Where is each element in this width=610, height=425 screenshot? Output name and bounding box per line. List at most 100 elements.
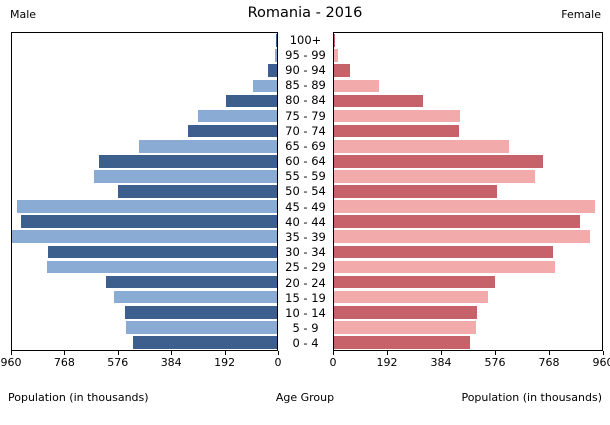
x-tick-mark: [224, 351, 226, 355]
male-bar-row: [12, 78, 277, 93]
male-bar: [12, 230, 277, 244]
age-group-label: 85 - 89: [285, 78, 326, 93]
female-bar: [334, 305, 478, 319]
female-bar-row: [334, 93, 602, 108]
female-bar: [334, 275, 496, 289]
male-side-label: Male: [10, 8, 37, 21]
male-bar: [126, 321, 277, 334]
female-bar-row: [334, 229, 602, 244]
female-bar-row: [334, 139, 602, 154]
x-tick-label: 0: [329, 356, 337, 369]
age-group-label: 100+: [289, 32, 322, 47]
male-bar-row: [12, 154, 277, 169]
male-bar: [197, 109, 277, 123]
age-group-label: 95 - 99: [285, 47, 326, 62]
x-tick-label: 768: [53, 356, 75, 369]
age-group-label: 70 - 74: [285, 123, 326, 138]
female-bar: [334, 79, 380, 93]
female-bar-row: [334, 259, 602, 274]
female-bar: [334, 64, 351, 78]
male-bar-row: [12, 108, 277, 123]
x-tick-label: 192: [376, 356, 398, 369]
male-bar: [275, 49, 277, 62]
female-axis-label: Population (in thousands): [461, 391, 602, 404]
male-bar-row: [12, 48, 277, 63]
male-bar: [268, 64, 277, 78]
female-bar-row: [334, 275, 602, 290]
x-tick-label: 192: [214, 356, 236, 369]
female-bar-row: [334, 244, 602, 259]
x-tick-mark: [549, 351, 550, 355]
male-bar-row: [12, 199, 277, 214]
female-bar: [334, 49, 338, 62]
age-group-axis-label: Age Group: [275, 391, 335, 404]
x-tick-mark: [333, 351, 334, 355]
male-bar-row: [12, 275, 277, 290]
age-group-labels-column: 100+ 95 - 99 90 - 94 85 - 89 80 - 84 75 - 79 7…: [278, 32, 333, 351]
x-tick-label: 576: [107, 356, 129, 369]
male-bar-row: [12, 93, 277, 108]
x-tick-mark: [603, 351, 604, 355]
female-bar-row: [334, 78, 602, 93]
male-bar-row: [12, 169, 277, 184]
male-x-axis-ticks: 960 768 576 384 192 0: [1, 351, 282, 375]
age-group-label: 75 - 79: [285, 108, 326, 123]
female-plot-area: [333, 32, 603, 351]
male-bar: [125, 305, 277, 319]
female-bar: [334, 215, 581, 228]
age-group-label: 5 - 9: [292, 321, 319, 336]
age-group-label: 60 - 64: [285, 154, 326, 169]
x-tick-mark: [278, 351, 279, 355]
male-bar: [138, 139, 277, 153]
male-axis-label: Population (in thousands): [8, 391, 149, 404]
female-bar: [334, 185, 498, 198]
x-tick-label: 960: [592, 356, 610, 369]
x-tick-mark: [64, 351, 66, 355]
male-bar-row: [12, 139, 277, 154]
chart-title: Romania - 2016: [247, 5, 363, 21]
female-bar-row: [334, 63, 602, 78]
male-bar: [48, 245, 277, 259]
male-bar: [133, 336, 277, 349]
female-bar-row: [334, 335, 602, 350]
female-bar-row: [334, 290, 602, 305]
male-bar: [16, 200, 277, 213]
female-x-axis-ticks: 0 192 384 576 768 960: [329, 351, 610, 375]
female-bar: [334, 245, 553, 259]
x-tick-label: 960: [0, 356, 22, 369]
female-bar: [334, 139, 510, 153]
male-bar: [94, 170, 277, 183]
male-bar-row: [12, 305, 277, 320]
female-bar-row: [334, 305, 602, 320]
age-group-label: 50 - 54: [285, 184, 326, 199]
age-group-label: 65 - 69: [285, 138, 326, 153]
female-bar: [334, 34, 336, 47]
female-bar-row: [334, 169, 602, 184]
age-group-label: 0 - 4: [292, 336, 319, 351]
male-bar-row: [12, 244, 277, 259]
male-bar-row: [12, 214, 277, 229]
male-bar: [98, 155, 277, 168]
male-bar: [46, 260, 277, 274]
female-bar: [334, 124, 459, 138]
female-bar: [334, 230, 590, 244]
female-bar-row: [334, 108, 602, 123]
male-bar: [114, 290, 277, 304]
male-bar: [106, 275, 277, 289]
male-bar: [276, 34, 277, 47]
female-bar-row: [334, 154, 602, 169]
age-group-label: 30 - 34: [285, 245, 326, 260]
female-bar-row: [334, 48, 602, 63]
female-bar: [334, 94, 424, 108]
x-tick-mark: [11, 351, 12, 355]
male-bar-row: [12, 290, 277, 305]
x-tick-label: 384: [160, 356, 182, 369]
male-bar-row: [12, 259, 277, 274]
female-bar: [334, 290, 489, 304]
male-bar-row: [12, 33, 277, 48]
male-bar-row: [12, 63, 277, 78]
age-group-label: 55 - 59: [285, 169, 326, 184]
female-bar: [334, 260, 555, 274]
age-group-label: 80 - 84: [285, 93, 326, 108]
